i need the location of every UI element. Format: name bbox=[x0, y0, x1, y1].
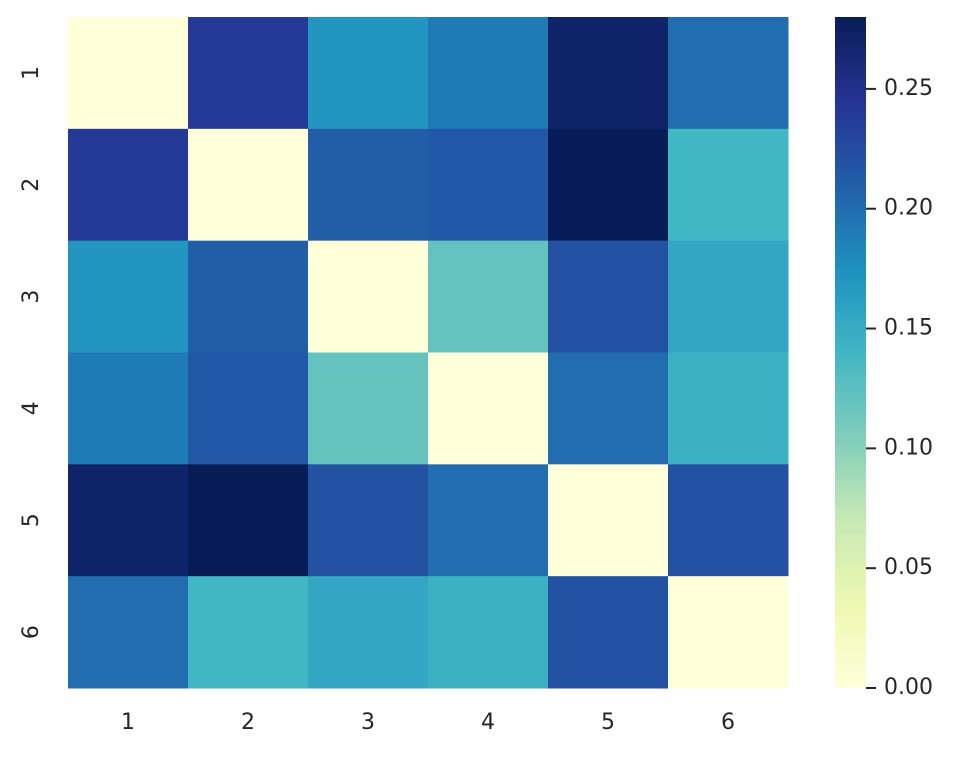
heatmap-cell bbox=[68, 17, 189, 130]
heatmap-cell bbox=[68, 128, 189, 242]
colorbar-tick-label: 0.10 bbox=[884, 435, 933, 460]
heatmap-cell bbox=[188, 17, 309, 130]
heatmap-cell bbox=[548, 128, 669, 242]
heatmap-cell bbox=[308, 576, 429, 689]
x-tick-label: 1 bbox=[121, 710, 135, 735]
heatmap-cell bbox=[668, 464, 789, 577]
colorbar-tick-label: 0.25 bbox=[884, 76, 933, 101]
heatmap-cell bbox=[188, 128, 309, 242]
heatmap-cell bbox=[548, 17, 669, 130]
heatmap-cell bbox=[428, 352, 549, 465]
heatmap-cell bbox=[548, 576, 669, 689]
y-tick-label: 3 bbox=[19, 290, 44, 304]
heatmap-cell bbox=[308, 464, 429, 577]
heatmap-cell bbox=[188, 464, 309, 577]
heatmap-cell bbox=[428, 240, 549, 353]
heatmap-cell bbox=[428, 464, 549, 577]
y-tick-label: 4 bbox=[19, 401, 44, 415]
heatmap-cell bbox=[188, 352, 309, 465]
x-tick-label: 6 bbox=[721, 710, 735, 735]
y-tick-label: 5 bbox=[19, 513, 44, 527]
heatmap-cell bbox=[428, 128, 549, 242]
heatmap-cell bbox=[668, 576, 789, 689]
heatmap-cell bbox=[308, 17, 429, 130]
x-tick-label: 4 bbox=[481, 710, 495, 735]
heatmap-cell bbox=[68, 576, 189, 689]
heatmap-cell bbox=[308, 128, 429, 242]
colorbar bbox=[835, 17, 866, 688]
x-tick-label: 5 bbox=[601, 710, 615, 735]
x-tick-label: 2 bbox=[241, 710, 255, 735]
heatmap-cell bbox=[68, 464, 189, 577]
colorbar-tick-label: 0.15 bbox=[884, 316, 933, 341]
heatmap-cell bbox=[548, 352, 669, 465]
heatmap-cell bbox=[668, 17, 789, 130]
heatmap-cell bbox=[668, 128, 789, 242]
heatmap-cell bbox=[428, 17, 549, 130]
heatmap-cell bbox=[308, 240, 429, 353]
heatmap-cell bbox=[548, 240, 669, 353]
y-tick-label: 2 bbox=[19, 178, 44, 192]
heatmap-cell bbox=[308, 352, 429, 465]
heatmap-cell bbox=[668, 352, 789, 465]
colorbar-tick-label: 0.20 bbox=[884, 196, 933, 221]
y-tick-label: 6 bbox=[19, 625, 44, 639]
x-tick-label: 3 bbox=[361, 710, 375, 735]
heatmap-cell bbox=[188, 576, 309, 689]
colorbar-tick-label: 0.00 bbox=[884, 675, 933, 700]
heatmap-cell bbox=[548, 464, 669, 577]
heatmap-cell bbox=[668, 240, 789, 353]
heatmap-cell bbox=[68, 352, 189, 465]
y-tick-label: 1 bbox=[19, 66, 44, 80]
heatmap-cell bbox=[188, 240, 309, 353]
heatmap-cell bbox=[68, 240, 189, 353]
heatmap-cell bbox=[428, 576, 549, 689]
colorbar-tick-label: 0.05 bbox=[884, 555, 933, 580]
